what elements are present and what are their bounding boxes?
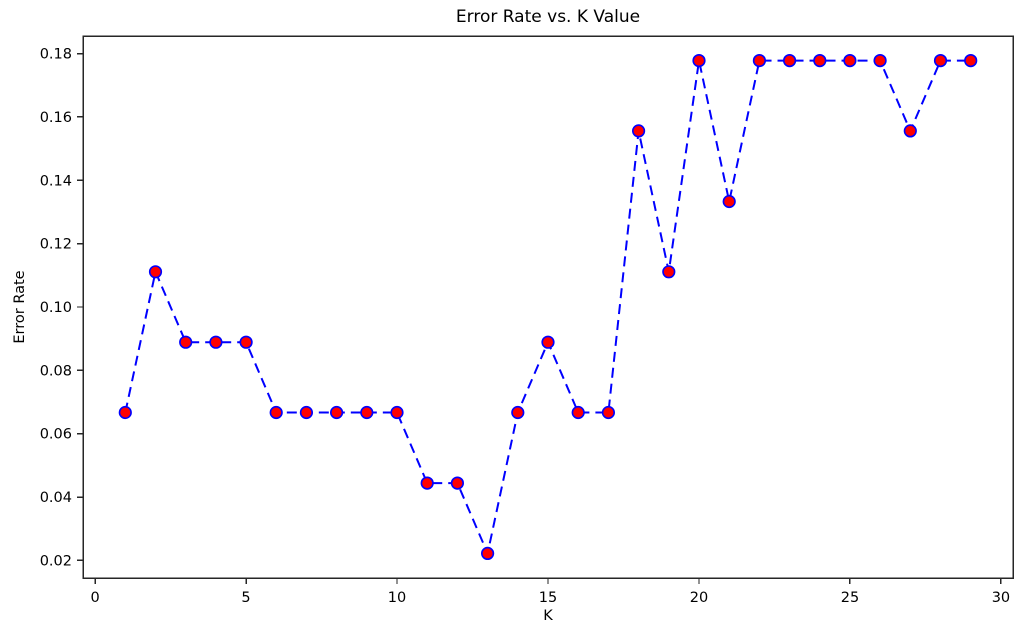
- y-tick-label: 0.16: [40, 110, 72, 126]
- data-point: [390, 405, 404, 420]
- data-point: [782, 53, 797, 68]
- data-point: [481, 546, 495, 561]
- x-tick-label: 15: [539, 590, 557, 606]
- x-tick-label: 20: [690, 590, 708, 606]
- data-point: [269, 405, 283, 420]
- y-tick-label: 0.18: [40, 47, 72, 63]
- data-point: [571, 405, 585, 420]
- x-tick-label: 5: [241, 590, 250, 606]
- axes-frame: [82, 35, 1014, 579]
- data-point: [118, 405, 132, 420]
- y-tick-label: 0.12: [40, 237, 72, 253]
- y-tick-label: 0.08: [40, 363, 72, 379]
- chart-title: Error Rate vs. K Value: [455, 7, 641, 27]
- y-tick-label: 0.14: [40, 173, 72, 189]
- data-point: [601, 405, 616, 420]
- data-point: [692, 53, 706, 68]
- data-point: [964, 53, 978, 68]
- y-tick-label: 0.02: [40, 553, 72, 569]
- x-axis-label: K: [543, 608, 553, 624]
- data-point: [209, 335, 223, 349]
- data-point: [511, 405, 525, 420]
- data-point: [631, 124, 646, 138]
- data-point: [330, 405, 344, 420]
- data-point: [179, 335, 193, 349]
- y-tick-label: 0.06: [40, 427, 72, 443]
- data-point: [933, 53, 948, 68]
- y-tick-label: 0.04: [40, 490, 72, 506]
- data-point: [662, 265, 676, 279]
- data-point: [239, 335, 253, 349]
- data-point: [299, 405, 314, 420]
- y-axis-label: Error Rate: [12, 270, 28, 344]
- data-point: [843, 53, 857, 68]
- x-tick-label: 30: [992, 590, 1010, 606]
- data-point: [541, 335, 555, 349]
- data-point: [148, 265, 163, 279]
- x-tick-label: 0: [90, 590, 99, 606]
- data-point: [873, 53, 887, 68]
- y-tick-label: 0.10: [40, 300, 72, 316]
- data-point: [420, 476, 434, 490]
- data-point: [813, 53, 827, 68]
- data-point: [450, 476, 465, 490]
- x-tick-label: 10: [388, 590, 406, 606]
- data-point: [752, 53, 767, 68]
- data-point: [722, 194, 736, 209]
- data-point: [360, 405, 374, 420]
- data-line: [124, 59, 971, 557]
- x-tick-label: 25: [841, 590, 859, 606]
- data-point: [903, 124, 917, 138]
